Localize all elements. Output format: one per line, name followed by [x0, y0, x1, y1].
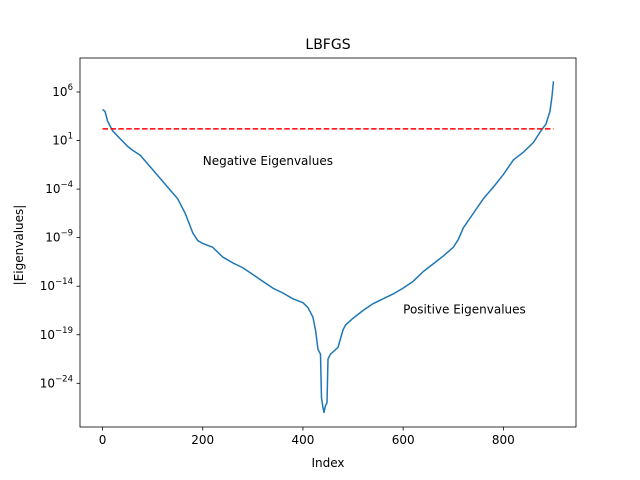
x-tick-label: 0: [99, 433, 107, 447]
y-tick-label: 10−19: [40, 326, 73, 342]
x-axis-title: Index: [311, 456, 344, 470]
chart-title: LBFGS: [305, 37, 350, 53]
y-tick-label: 10−4: [45, 180, 73, 196]
annotation-layer: Negative Eigenvalues Positive Eigenvalues: [203, 154, 526, 317]
y-tick-label: 106: [52, 83, 73, 99]
y-tick-label: 10−9: [45, 229, 73, 245]
eigenvalue-line: [102, 81, 555, 414]
y-tick-label: 10−24: [40, 374, 73, 390]
y-tick-label: 101: [52, 132, 73, 148]
x-tick-label: 200: [191, 433, 214, 447]
annotation-label: Positive Eigenvalues: [403, 302, 526, 316]
x-tick-label: 800: [492, 433, 515, 447]
x-tick-label: 600: [392, 433, 415, 447]
annotation-label: Negative Eigenvalues: [203, 154, 333, 168]
y-axis-title: |Eigenvalues|: [12, 205, 26, 286]
axis-layer: 0 200 400 600 800 106 101 10−4 10−9 10−14 10−19 10−…: [40, 57, 577, 447]
y-tick-label: 10−14: [40, 277, 73, 293]
series-layer: [102, 81, 555, 414]
axes-frame: [79, 57, 577, 428]
x-tick-label: 400: [291, 433, 314, 447]
